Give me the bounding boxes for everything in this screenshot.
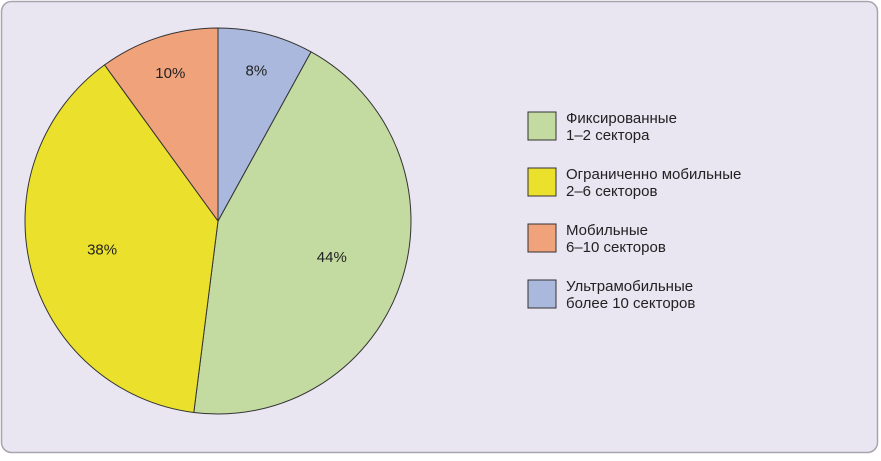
pie-slice xyxy=(24,64,219,414)
pie-slice xyxy=(193,51,412,415)
legend-label: Фиксированные xyxy=(566,110,677,127)
slice-label: 44% xyxy=(317,249,347,266)
legend-swatch xyxy=(527,279,557,309)
legend-label: Ультрамобильные xyxy=(566,278,693,295)
legend-label: Ограниченно мобильные xyxy=(566,166,741,183)
legend-label: Мобильные xyxy=(566,222,648,239)
legend-swatch xyxy=(527,167,557,197)
slice-label: 38% xyxy=(87,242,117,259)
legend-swatch xyxy=(527,223,557,253)
legend-swatch xyxy=(527,111,557,141)
slice-label: 10% xyxy=(155,65,185,82)
legend-label: 2–6 секторов xyxy=(566,183,657,200)
legend-label: 1–2 сектора xyxy=(566,127,650,144)
pie-slice xyxy=(217,27,312,222)
legend-label: более 10 секторов xyxy=(566,295,695,312)
legend-label: 6–10 секторов xyxy=(566,239,666,256)
slice-label: 8% xyxy=(246,62,268,79)
pie-slice xyxy=(103,27,219,223)
